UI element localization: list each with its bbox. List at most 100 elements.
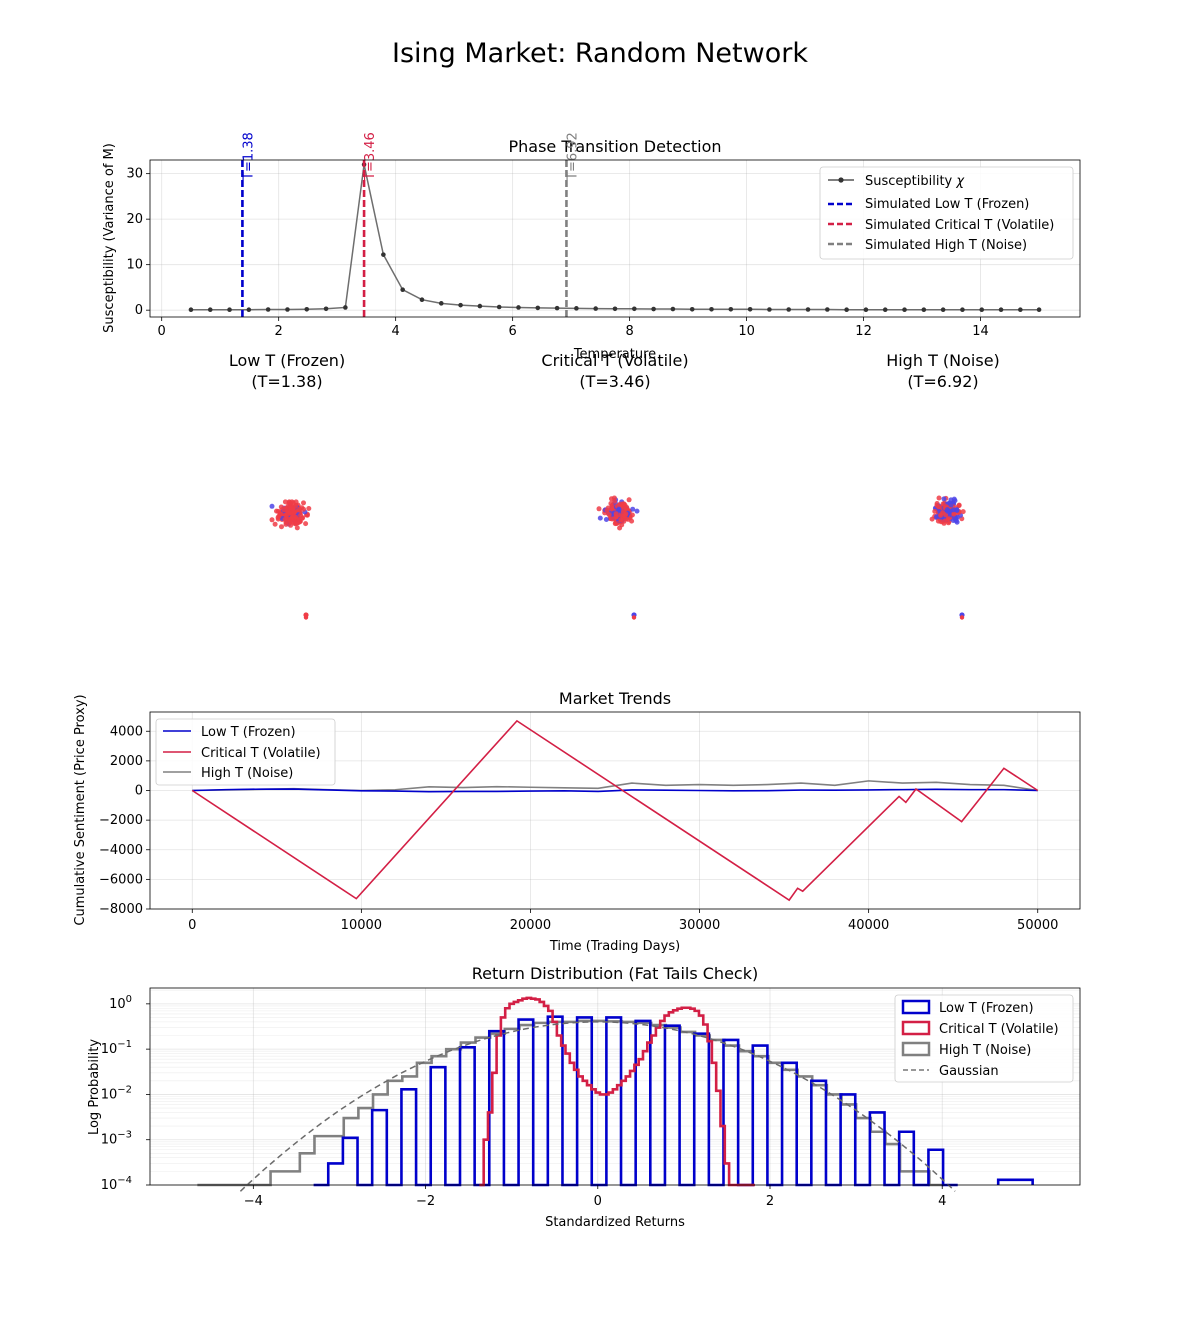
trend-xtick-label: 0 <box>188 918 196 933</box>
trend-xtick-label: 40000 <box>848 918 889 933</box>
susceptibility-point <box>921 307 927 313</box>
susceptibility-point <box>496 304 502 310</box>
node-spin-up <box>936 495 942 501</box>
node-spin-up <box>276 513 282 519</box>
node-spin-down <box>945 508 951 514</box>
susceptibility-xlabel: Temperature <box>573 347 656 362</box>
node-spin-up <box>604 507 610 513</box>
trends-title: Market Trends <box>559 689 671 708</box>
node-spin-up <box>596 506 602 512</box>
node-spin-up <box>938 512 944 518</box>
hist-low-tail <box>996 1178 1034 1185</box>
node-spin-up <box>289 514 295 520</box>
ret-ytick-label: 10−2 <box>101 1084 132 1102</box>
vline-label-low: T=1.38 <box>241 132 256 181</box>
legend-trend-high: High T (Noise) <box>201 766 293 781</box>
node-spin-down <box>941 496 947 502</box>
returns-ylabel: Log Probability <box>87 1039 102 1135</box>
node-spin-up <box>301 500 306 506</box>
vline-label-high: T=6.92 <box>565 132 580 181</box>
node-spin-up <box>943 512 949 518</box>
susceptibility-point <box>998 307 1004 313</box>
susceptibility-point <box>902 307 907 313</box>
susceptibility-point <box>477 303 483 309</box>
node-spin-up <box>626 497 632 503</box>
susceptibility-panel: Phase Transition Detection T=1.38 T=3.46 T… <box>102 132 1081 362</box>
node-spin-up <box>622 512 628 518</box>
node-spin-down <box>603 517 609 522</box>
susc-xtick-label: 6 <box>509 324 517 339</box>
node-spin-up <box>294 525 300 531</box>
legend-trend-critical: Critical T (Volatile) <box>201 746 321 761</box>
susceptibility-point <box>960 307 965 313</box>
susceptibility-point <box>438 301 444 306</box>
node-spin-up <box>293 499 299 505</box>
isolated-node <box>631 615 637 620</box>
gaussian-curve <box>239 1021 956 1192</box>
node-spin-up <box>612 498 617 504</box>
susceptibility-legend: Susceptibility χ Simulated Low T (Frozen… <box>819 166 1074 260</box>
hist-high <box>197 1019 944 1187</box>
legend-high-t: Simulated High T (Noise) <box>865 238 1027 253</box>
node-spin-down <box>597 515 603 521</box>
isolated-node <box>959 615 965 620</box>
susceptibility-title: Phase Transition Detection <box>508 137 721 156</box>
node-spin-up <box>282 517 288 522</box>
susceptibility-point <box>651 306 656 312</box>
network-high-title-2: (T=6.92) <box>907 372 978 391</box>
node-spin-down <box>630 506 636 512</box>
network-low-title-2: (T=1.38) <box>251 372 322 391</box>
node-spin-up <box>960 509 966 515</box>
figure-title: Ising Market: Random Network <box>392 38 808 69</box>
node-spin-up <box>613 511 619 517</box>
legend-ret-high: High T (Noise) <box>939 1043 1031 1058</box>
susc-ytick-label: 0 <box>135 303 143 318</box>
node-spin-up <box>287 510 292 516</box>
susceptibility-point <box>689 306 695 312</box>
node-spin-up <box>934 502 940 508</box>
susceptibility-point <box>882 307 888 313</box>
susceptibility-point <box>419 297 425 303</box>
susceptibility-point <box>381 252 386 257</box>
susceptibility-point <box>844 307 849 313</box>
node-spin-up <box>286 500 292 506</box>
node-spin-down <box>634 508 640 514</box>
trends-legend: Low T (Frozen) Critical T (Volatile) Hig… <box>155 718 336 786</box>
trend-ytick-label: 4000 <box>110 724 143 739</box>
trend-xtick-label: 50000 <box>1017 918 1058 933</box>
susceptibility-point <box>188 307 194 313</box>
susceptibility-point <box>207 307 213 313</box>
node-spin-up <box>617 525 623 531</box>
susceptibility-point <box>670 306 676 312</box>
susceptibility-point <box>323 306 329 312</box>
trend-line-critical <box>191 719 1039 902</box>
node-spin-up <box>618 517 624 523</box>
legend-critical-t: Simulated Critical T (Volatile) <box>865 218 1054 233</box>
node-spin-down <box>948 502 954 508</box>
network-panels: Low T (Frozen) (T=1.38) Critical T (Vola… <box>229 351 1000 620</box>
node-spin-up <box>956 503 962 509</box>
trend-line-low <box>192 788 1038 793</box>
susceptibility-point <box>246 307 252 313</box>
node-spin-up <box>272 521 278 527</box>
susceptibility-point <box>805 307 811 312</box>
trends-axes <box>149 711 1081 910</box>
trends-xlabel: Time (Trading Days) <box>549 939 680 954</box>
trend-ytick-label: −2000 <box>99 813 143 828</box>
susc-xtick-label: 14 <box>972 324 989 339</box>
returns-panel: Return Distribution (Fat Tails Check) −4… <box>87 964 1081 1230</box>
trend-xtick-label: 20000 <box>510 918 551 933</box>
susceptibility-point <box>574 306 579 311</box>
susceptibility-point <box>285 307 290 312</box>
ret-xtick-label: 0 <box>594 1194 602 1209</box>
ret-xtick-label: −4 <box>244 1194 263 1209</box>
susceptibility-point <box>343 305 348 310</box>
returns-axes <box>149 987 1081 1186</box>
hist-low <box>313 1015 958 1187</box>
susceptibility-point <box>612 306 618 312</box>
returns-title: Return Distribution (Fat Tails Check) <box>472 964 758 983</box>
trend-xtick-label: 10000 <box>341 918 382 933</box>
node-spin-down <box>950 507 956 513</box>
susceptibility-point <box>516 305 521 310</box>
susceptibility-point <box>863 307 869 313</box>
